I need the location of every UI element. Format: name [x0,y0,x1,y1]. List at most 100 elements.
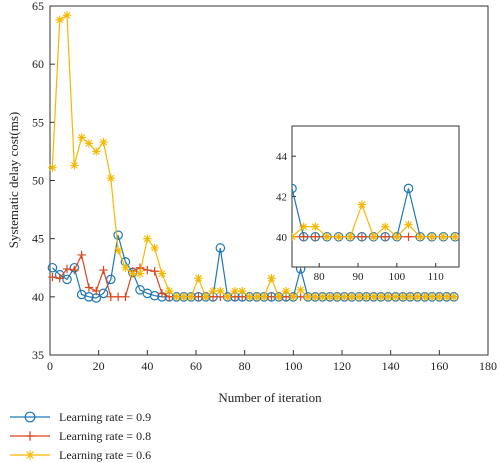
data-point [267,292,276,302]
legend-marker [25,431,35,441]
y-tick-label: 55 [32,115,44,129]
data-point [84,283,94,292]
inset-data-point [357,232,367,241]
data-point [70,161,79,170]
data-point [62,11,72,20]
inset-data-point [299,232,308,241]
data-point [259,292,269,302]
inset-series-group [292,183,459,242]
data-point [121,292,130,302]
inset-data-point [311,222,320,231]
data-point [62,274,72,285]
data-point [311,292,320,302]
data-point [405,292,415,302]
data-point [194,274,203,283]
data-point [99,137,108,147]
data-point [113,292,123,302]
y-tick-label: 50 [32,174,44,188]
main-plot-area: 0 20 40 60 80 100 120 140 160 180 35 40 45 50 55 60 65 [32,0,497,373]
y-tick-label: 40 [32,290,44,304]
inset-data-point [292,183,297,194]
inset-data-point [439,232,448,241]
data-point [347,292,356,302]
inset-x-tick-label: 80 [314,271,326,283]
data-point [340,292,349,302]
data-point [113,230,123,240]
inset-data-point [346,232,355,241]
data-point [369,292,378,302]
data-point [135,269,145,278]
data-point [362,292,371,302]
inset-data-point [392,232,402,241]
data-point [48,272,57,282]
x-tick-label: 40 [141,359,153,373]
data-point [143,265,152,275]
inset-data-point [450,232,459,241]
data-point [281,286,291,296]
data-point [55,274,64,283]
inset-data-point [403,183,414,194]
inset-data-point [357,200,367,209]
data-point [92,147,101,156]
data-point [267,274,276,283]
inset-plot-area: 80 90 100 110 40 42 44 [276,125,460,283]
inset-data-point [292,232,297,241]
inset-frame [291,125,460,268]
x-tick-label: 0 [47,359,53,373]
data-point [70,265,79,275]
data-point [113,246,123,255]
x-tick-label: 160 [430,359,448,373]
inset-data-point [381,222,390,231]
inset-data-point [404,220,413,229]
data-point [223,292,232,302]
data-point [98,288,109,299]
data-point [391,292,400,302]
data-point [165,286,174,296]
data-point [48,163,57,172]
data-point [354,292,364,302]
data-point [106,292,116,302]
data-point [157,269,167,278]
inset-data-point [322,232,332,241]
legend-label: Learning rate = 0.6 [59,448,151,462]
inset-y-tick-label: 40 [276,232,288,244]
data-point [121,263,130,272]
data-point [55,15,64,25]
data-point [99,265,108,275]
x-tick-label: 180 [479,359,497,373]
y-tick-label: 35 [32,348,44,362]
y-axis-label: Systematic delay cost(ms) [6,112,21,248]
data-point [62,264,72,274]
inset-data-point [427,232,437,241]
y-tick-label: 45 [32,232,44,246]
x-tick-label: 120 [333,359,351,373]
data-point [150,267,159,276]
data-point [194,292,203,302]
data-point [106,173,116,183]
legend-label: Learning rate = 0.8 [59,429,151,443]
inset-data-point [404,232,413,241]
x-tick-label: 20 [93,359,105,373]
x-tick-label: 100 [284,359,302,373]
data-point [77,250,86,260]
legend-marker [24,411,36,423]
data-point [413,292,422,302]
inset-data-point [299,222,308,231]
inset-x-tick-label: 110 [428,271,445,283]
data-point [325,292,335,302]
data-point [238,286,247,296]
data-point [332,292,342,302]
data-point [143,234,152,243]
data-point [420,292,429,302]
data-point [449,292,459,302]
data-point [84,139,94,148]
data-point [157,289,167,298]
data-point [215,243,226,253]
data-point [245,292,254,302]
x-tick-label: 80 [239,359,251,373]
data-point [398,292,408,302]
data-point [172,292,181,302]
inset-x-tick-label: 90 [353,271,365,283]
x-tick-label: 140 [382,359,400,373]
x-axis-label: Number of iteration [218,390,322,405]
